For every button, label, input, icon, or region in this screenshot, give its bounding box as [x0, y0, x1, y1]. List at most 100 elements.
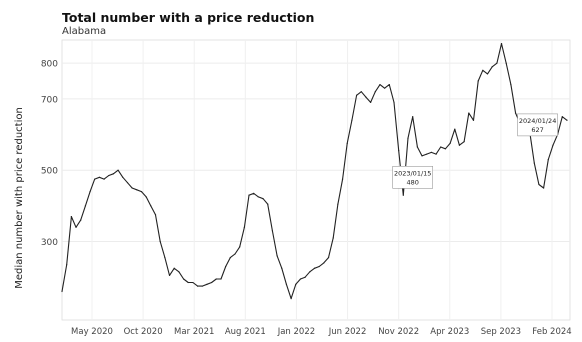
x-tick-label: Nov 2022: [378, 327, 419, 337]
x-tick-label: Aug 2021: [225, 327, 266, 337]
data-point: [290, 297, 292, 300]
data-point: [84, 205, 86, 207]
data-point: [229, 256, 231, 259]
data-point: [197, 285, 199, 287]
y-tick-label: 300: [41, 238, 58, 248]
data-point: [566, 119, 568, 121]
annotation-date: 2024/01/24: [519, 117, 556, 125]
data-point: [440, 146, 442, 148]
data-point: [533, 162, 535, 164]
data-point: [491, 66, 493, 68]
annotation-value: 480: [406, 178, 418, 186]
data-point: [543, 187, 545, 189]
x-tick-label: Apr 2023: [430, 327, 469, 337]
x-tick-label: May 2020: [71, 327, 113, 337]
data-point: [131, 187, 133, 189]
data-point: [243, 226, 245, 228]
data-point: [299, 278, 302, 280]
data-point: [468, 112, 470, 114]
data-point: [234, 253, 236, 255]
chart-subtitle: Alabama: [62, 26, 107, 37]
data-point: [173, 267, 175, 269]
data-point: [211, 281, 213, 284]
data-point: [262, 198, 264, 200]
y-tick-label: 700: [41, 95, 58, 105]
data-point: [500, 42, 503, 45]
data-point: [360, 91, 362, 93]
data-point: [98, 176, 101, 178]
line-series: [61, 42, 568, 300]
data-point: [482, 69, 484, 71]
data-point: [323, 262, 325, 264]
data-point: [201, 285, 203, 287]
data-point: [510, 83, 512, 86]
x-tick-label: Oct 2020: [124, 327, 163, 337]
y-tick-label: 500: [41, 167, 58, 177]
data-point: [168, 274, 171, 277]
data-point: [561, 116, 563, 118]
data-point: [538, 183, 540, 186]
data-point: [412, 116, 414, 118]
data-point: [318, 265, 320, 268]
data-point: [547, 158, 549, 161]
data-point: [309, 271, 311, 273]
data-point: [463, 141, 465, 143]
data-point: [337, 203, 339, 205]
data-point: [89, 190, 91, 193]
data-point: [458, 144, 461, 146]
data-point: [70, 215, 72, 218]
data-point: [402, 194, 404, 196]
data-point: [449, 142, 451, 145]
data-point: [66, 264, 68, 266]
data-point: [472, 119, 475, 121]
data-point: [351, 119, 353, 121]
data-point: [486, 73, 489, 75]
data-point: [220, 278, 222, 280]
annotation-box-bg: [392, 166, 433, 189]
data-point: [267, 203, 269, 205]
x-tick-label: Jun 2022: [328, 327, 367, 337]
chart-title: Total number with a price reduction: [62, 10, 315, 25]
data-point: [215, 278, 217, 280]
data-point: [154, 214, 157, 216]
data-point: [140, 190, 143, 193]
data-point: [206, 283, 208, 285]
data-point: [80, 219, 82, 221]
grid: [61, 39, 571, 321]
data-point: [145, 196, 147, 198]
data-point: [164, 256, 166, 259]
data-point: [117, 169, 119, 171]
data-point: [225, 265, 227, 268]
data-point: [444, 148, 447, 150]
data-point: [239, 246, 241, 248]
data-point: [178, 271, 180, 273]
data-point: [421, 155, 423, 157]
data-point: [355, 94, 358, 96]
data-point: [61, 290, 63, 293]
data-point: [365, 96, 367, 98]
x-tick-label: Jan 2022: [277, 327, 315, 337]
data-point: [477, 80, 479, 82]
data-point: [150, 205, 152, 207]
y-tick-label: 800: [41, 60, 58, 70]
data-point: [108, 174, 110, 177]
y-axis-label: Median number with price reduction: [14, 107, 25, 289]
x-tick-label: Mar 2021: [174, 327, 214, 337]
data-point: [346, 142, 348, 145]
data-point: [257, 196, 259, 198]
data-point: [341, 178, 344, 180]
data-point: [112, 173, 115, 175]
data-point: [248, 194, 250, 196]
data-point: [182, 278, 185, 280]
plot-frame: [61, 39, 571, 321]
data-point: [94, 178, 96, 180]
data-point: [103, 178, 105, 180]
data-point: [374, 91, 376, 93]
data-point: [271, 230, 274, 232]
x-tick-label: Sep 2023: [481, 327, 521, 337]
data-point: [281, 267, 283, 269]
data-point: [407, 137, 409, 139]
data-point: [276, 255, 278, 257]
